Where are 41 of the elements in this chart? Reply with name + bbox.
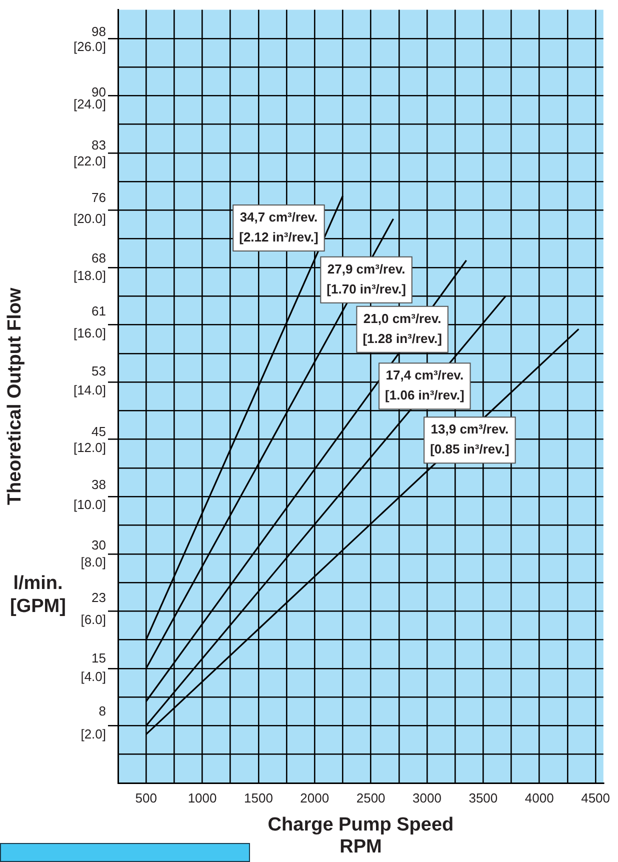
x-tick-label: 3000 bbox=[412, 790, 442, 806]
y-axis-title: Theoretical Output Flow bbox=[4, 287, 26, 506]
y2-tick-label: 23 bbox=[92, 590, 106, 606]
y2-tick-label: 45 bbox=[92, 424, 106, 440]
series-label: 34,7 cm³/rev. [2.12 in³/rev.] bbox=[239, 210, 318, 245]
y2-tick-label: 61 bbox=[92, 303, 106, 318]
y-tick-label: [26.0] bbox=[73, 39, 106, 54]
y2-tick-label: 38 bbox=[92, 476, 106, 492]
y-tick-label: [22.0] bbox=[73, 154, 106, 169]
x-tick-label: 1000 bbox=[188, 790, 217, 806]
y-tick-label: [2.0] bbox=[80, 726, 106, 742]
x-tick-label: 4000 bbox=[524, 790, 554, 806]
y-tick-label: [14.0] bbox=[73, 382, 106, 398]
y2-tick-label: 68 bbox=[92, 250, 106, 266]
y-tick-label: [20.0] bbox=[73, 210, 106, 226]
series-label: 21,0 cm³/rev. [1.28 in³/rev.] bbox=[362, 310, 442, 346]
series-label: 17,4 cm³/rev. [1.06 in³/rev.] bbox=[385, 368, 464, 403]
x-tick-label: 4500 bbox=[581, 790, 610, 806]
x-tick-label: 2500 bbox=[356, 790, 386, 806]
y2-tick-label: 30 bbox=[92, 537, 106, 552]
series-label: 13,9 cm³/rev. [0.85 in³/rev.] bbox=[430, 422, 510, 457]
text: l/min. [GPM] bbox=[10, 573, 66, 618]
y2-tick-label: 53 bbox=[92, 364, 106, 379]
y-tick-label: [12.0] bbox=[73, 440, 106, 455]
x-tick-label: 1500 bbox=[244, 790, 273, 806]
y-tick-label: [18.0] bbox=[73, 268, 106, 284]
series-label: 27,9 cm³/rev. [1.70 in³/rev.] bbox=[326, 261, 406, 296]
y-tick-label: [8.0] bbox=[80, 554, 106, 570]
x-tick-label: 2000 bbox=[300, 790, 330, 806]
y2-tick-label: 76 bbox=[92, 190, 106, 206]
x-axis-title: Charge Pump Speed RPM bbox=[268, 814, 454, 858]
x-tick-label: 500 bbox=[135, 790, 157, 806]
y2-tick-label: 8 bbox=[98, 703, 106, 718]
y-tick-label: [16.0] bbox=[73, 325, 106, 340]
y-tick-label: [6.0] bbox=[80, 612, 106, 627]
x-tick-label: 3500 bbox=[468, 790, 498, 806]
y2-tick-label: 98 bbox=[92, 24, 106, 40]
y2-tick-label: 15 bbox=[92, 650, 106, 666]
y-tick-label: [4.0] bbox=[80, 669, 106, 684]
y-tick-label: [10.0] bbox=[73, 497, 106, 512]
y2-tick-label: 83 bbox=[92, 137, 106, 152]
